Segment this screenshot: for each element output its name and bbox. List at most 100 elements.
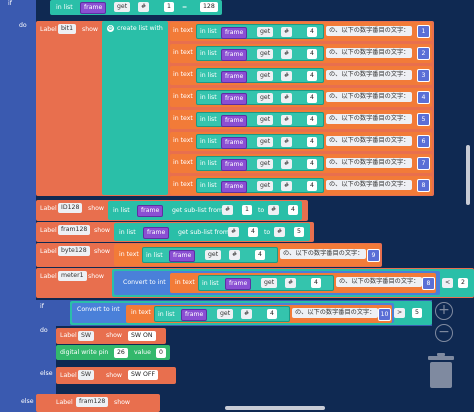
- char-index[interactable]: 3: [417, 69, 430, 82]
- char-at-dropdown[interactable]: の、以下の数字番目の文字：: [292, 308, 379, 318]
- char-index[interactable]: 7: [417, 157, 430, 170]
- compare-input[interactable]: 2: [458, 278, 468, 288]
- char-at-dropdown[interactable]: の、以下の数字番目の文字：: [326, 48, 413, 58]
- char-index[interactable]: 1: [417, 25, 430, 38]
- get-dropdown[interactable]: get: [217, 309, 234, 319]
- get-dropdown[interactable]: get: [261, 278, 278, 288]
- index-input[interactable]: 4: [307, 71, 317, 81]
- horizontal-scrollbar[interactable]: [225, 406, 325, 410]
- in-text-block[interactable]: in text in list frame get # 4 の、以下の数字番目の…: [126, 305, 392, 323]
- char-index[interactable]: 4: [417, 91, 430, 104]
- op-dropdown[interactable]: #: [285, 278, 297, 288]
- get-dropdown[interactable]: get: [257, 137, 274, 147]
- digital-write-block[interactable]: digital write pin 26 value 0: [56, 345, 170, 360]
- frame-var[interactable]: frame: [137, 205, 164, 217]
- char-at-dropdown[interactable]: の、以下の数字番目の文字：: [326, 180, 413, 190]
- frame-var[interactable]: frame: [221, 27, 248, 39]
- zoom-out-icon[interactable]: −: [435, 324, 453, 342]
- frame-var[interactable]: frame: [181, 309, 208, 321]
- in-list-get-block[interactable]: in list frame get #4: [196, 112, 324, 127]
- char-at-dropdown[interactable]: の、以下の数字番目の文字：: [280, 249, 367, 259]
- label-name-dropdown[interactable]: SW: [78, 370, 95, 380]
- op-dropdown[interactable]: #: [281, 137, 293, 147]
- index-input[interactable]: 4: [311, 278, 321, 288]
- compare-block[interactable]: Convert to int in text in list frame get…: [70, 301, 432, 325]
- in-list-get-block[interactable]: in list frame get #4: [196, 90, 324, 105]
- op-dropdown[interactable]: #: [274, 227, 286, 237]
- vertical-scrollbar[interactable]: [466, 145, 470, 205]
- op-dropdown[interactable]: #: [281, 27, 293, 37]
- in-text-row[interactable]: in text in list frame get #4 の、以下の数字番目の文字： 1: [170, 22, 432, 41]
- get-dropdown[interactable]: get: [257, 27, 274, 37]
- get-dropdown[interactable]: get: [257, 159, 274, 169]
- op-dropdown[interactable]: #: [281, 49, 293, 59]
- compare-dropdown[interactable]: <: [442, 278, 454, 288]
- index-input[interactable]: 4: [267, 309, 277, 319]
- label-sw-on-block[interactable]: Label SW show SW ON: [56, 328, 166, 344]
- char-at-dropdown[interactable]: の、以下の数字番目の文字：: [326, 114, 413, 124]
- in-list-get-block[interactable]: in list frame get #4: [196, 156, 324, 171]
- char-at-dropdown[interactable]: の、以下の数字番目の文字：: [326, 70, 413, 80]
- value-input[interactable]: 0: [156, 348, 166, 358]
- from-input[interactable]: 4: [248, 227, 258, 237]
- compare-block[interactable]: Convert to int in text in list frame get…: [112, 269, 474, 297]
- label-fram128-bottom-block[interactable]: Label fram128 show: [36, 394, 160, 412]
- to-input[interactable]: 4: [288, 205, 298, 215]
- char-index[interactable]: 8: [422, 277, 435, 290]
- in-text-row[interactable]: in text in list frame get #4 の、以下の数字番目の文字： 4: [170, 88, 432, 107]
- in-list-get-block[interactable]: in list frame get #4: [196, 46, 324, 61]
- op-dropdown[interactable]: #: [241, 309, 253, 319]
- from-input[interactable]: 1: [242, 205, 252, 215]
- in-list-get-block[interactable]: in list frame get #4: [196, 178, 324, 193]
- char-index[interactable]: 10: [378, 308, 391, 321]
- in-list-get-block[interactable]: in list frame get #4: [196, 68, 324, 83]
- char-index[interactable]: 9: [367, 249, 380, 262]
- op-dropdown[interactable]: #: [138, 2, 150, 12]
- get-dropdown[interactable]: get: [257, 115, 274, 125]
- op-dropdown[interactable]: #: [281, 159, 293, 169]
- create-list-block[interactable]: ⚙ create list with: [102, 21, 168, 195]
- get-dropdown[interactable]: get: [257, 93, 274, 103]
- frame-var[interactable]: frame: [221, 159, 248, 171]
- in-list-get-block[interactable]: in list frame get # 4: [142, 247, 278, 263]
- in-text-block[interactable]: in text in list frame get # 4 の、以下の数字番目の…: [114, 244, 380, 266]
- label-name-dropdown[interactable]: SW: [78, 331, 95, 341]
- text-input[interactable]: SW ON: [128, 331, 156, 341]
- compare-dropdown[interactable]: >: [394, 308, 406, 318]
- char-at-dropdown[interactable]: の、以下の数字番目の文字：: [326, 26, 413, 36]
- get-dropdown[interactable]: get: [114, 2, 131, 12]
- index-input[interactable]: 4: [307, 159, 317, 169]
- index-input[interactable]: 4: [307, 93, 317, 103]
- label-name-dropdown[interactable]: fram128: [58, 225, 91, 235]
- op-dropdown[interactable]: #: [281, 181, 293, 191]
- frame-var[interactable]: frame: [143, 227, 170, 239]
- op-dropdown[interactable]: #: [222, 205, 234, 215]
- char-index[interactable]: 8: [417, 179, 430, 192]
- index-input[interactable]: 4: [255, 250, 265, 260]
- frame-var[interactable]: frame: [225, 278, 252, 290]
- if-block-2[interactable]: [36, 300, 56, 412]
- in-text-row[interactable]: in text in list frame get #4 の、以下の数字番目の文字： 2: [170, 44, 432, 63]
- sublist-block[interactable]: in list frame get sub-list from # 1 to #…: [108, 201, 302, 220]
- frame-var[interactable]: frame: [221, 181, 248, 193]
- op-dropdown[interactable]: #: [281, 93, 293, 103]
- label-sw-off-block[interactable]: Label SW show SW OFF: [56, 367, 176, 384]
- char-index[interactable]: 5: [417, 113, 430, 126]
- in-text-row[interactable]: in text in list frame get #4 の、以下の数字番目の文字： 3: [170, 66, 432, 85]
- char-at-dropdown[interactable]: の、以下の数字番目の文字：: [336, 277, 423, 287]
- label-name-dropdown[interactable]: meter1: [58, 271, 87, 281]
- get-dropdown[interactable]: get: [205, 250, 222, 260]
- index-input[interactable]: 4: [307, 115, 317, 125]
- frame-var[interactable]: frame: [221, 49, 248, 61]
- in-text-row[interactable]: in text in list frame get #4 の、以下の数字番目の文字： 6: [170, 132, 432, 151]
- frame-var[interactable]: frame: [80, 2, 107, 14]
- in-list-get-block[interactable]: in list frame get #4: [196, 134, 324, 149]
- frame-var[interactable]: frame: [221, 93, 248, 105]
- index-input[interactable]: 4: [307, 181, 317, 191]
- to-input[interactable]: 5: [294, 227, 304, 237]
- op-dropdown[interactable]: #: [268, 205, 280, 215]
- value-input[interactable]: 128: [200, 2, 218, 12]
- index-input[interactable]: 4: [307, 49, 317, 59]
- op-dropdown[interactable]: #: [228, 227, 240, 237]
- sublist-block[interactable]: in list frame get sub-list from # 4 to #…: [114, 223, 310, 241]
